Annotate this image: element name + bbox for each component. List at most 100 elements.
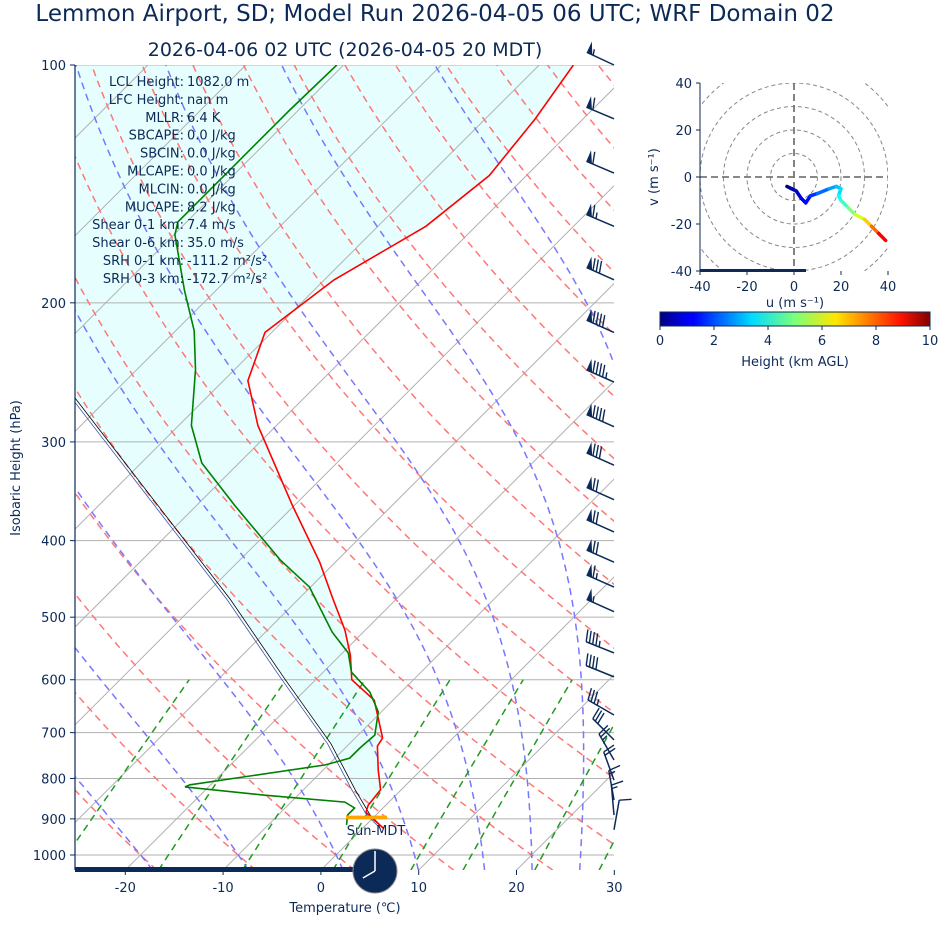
x-tick-label: 0	[317, 881, 325, 896]
hodograph-x-tick-label: -40	[689, 280, 710, 295]
wind-barb	[586, 653, 614, 676]
figure-title: Lemmon Airport, SD; Model Run 2026-04-05…	[35, 1, 834, 27]
dry-adiabat-line	[801, 65, 938, 870]
stat-value: 0.0 J/kg	[187, 165, 236, 180]
colorbar-tick-label: 0	[656, 334, 664, 349]
barb-full	[599, 446, 601, 458]
wind-barb	[587, 477, 614, 500]
height-colorbar	[660, 312, 930, 326]
wind-barb	[587, 564, 614, 587]
wind-barb	[587, 309, 614, 332]
barb-full	[591, 690, 594, 702]
y-tick-label: 1000	[33, 849, 66, 864]
hodograph-y-tick-label: 0	[684, 171, 692, 186]
stat-label: MLCIN:	[139, 182, 184, 197]
barb-full	[593, 361, 595, 373]
y-tick-label: 700	[41, 727, 66, 742]
barb-full	[596, 407, 598, 419]
clock-icon	[353, 849, 397, 893]
barb-full	[599, 261, 601, 273]
mixing-ratio-line	[599, 680, 699, 870]
stat-label: LFC Height:	[109, 93, 184, 108]
stat-label: SBCAPE:	[129, 129, 184, 144]
y-tick-label: 300	[41, 436, 66, 451]
barb-full	[619, 799, 631, 800]
barb-full	[596, 512, 598, 524]
barb-full	[596, 362, 598, 374]
barb-full	[589, 655, 591, 667]
mixing-ratio-line	[159, 680, 286, 870]
x-tick-label: 20	[508, 881, 525, 896]
y-tick-label: 600	[41, 674, 66, 689]
stat-value: 0.0 J/kg	[187, 182, 236, 197]
isotherm-line	[419, 65, 938, 870]
barb-half	[599, 641, 600, 647]
hodograph-segment	[879, 233, 886, 240]
y-tick-label: 500	[41, 611, 66, 626]
wind-barb	[587, 509, 614, 532]
hodograph-x-tick-label: 40	[880, 280, 897, 295]
stat-value: 35.0 m/s	[187, 236, 244, 251]
stat-label: MLCAPE:	[127, 165, 184, 180]
barb-full	[593, 444, 595, 456]
barb-full	[596, 657, 598, 669]
barb-full	[596, 633, 598, 645]
y-tick-label: 400	[41, 535, 66, 550]
barb-half	[596, 213, 597, 219]
dry-adiabat-line	[700, 65, 938, 870]
barb-full	[586, 653, 588, 665]
colorbar-tick-label: 2	[710, 334, 718, 349]
hodograph-y-label: v (m s⁻¹)	[647, 148, 662, 206]
barb-full	[593, 152, 595, 164]
barb-half	[596, 573, 597, 579]
wind-barb	[586, 150, 614, 173]
barb-full	[596, 542, 598, 554]
hodograph-y-tick-label: 20	[675, 124, 692, 139]
stat-value: 0.0 J/kg	[187, 129, 236, 144]
wind-barb	[586, 630, 614, 653]
wind-barb	[587, 442, 614, 465]
wind-barb	[614, 799, 632, 829]
hodograph-x-tick-label: -20	[736, 280, 757, 295]
wind-barb	[586, 203, 614, 226]
isotherm-line	[614, 65, 938, 870]
barb-full	[596, 260, 598, 272]
y-tick-label: 800	[41, 772, 66, 787]
stat-label: MLLR:	[145, 111, 184, 126]
barb-full	[599, 363, 601, 375]
stat-value: -111.2 m²/s²	[187, 254, 267, 269]
hodograph-segment	[818, 189, 830, 194]
barb-full	[589, 631, 591, 643]
barb-full	[603, 365, 605, 377]
barb-flag	[586, 203, 592, 216]
mixing-ratio-line	[535, 680, 640, 870]
stat-value: 6.4 K	[187, 111, 221, 126]
barb-staff	[586, 161, 614, 173]
dry-adiabat-line	[548, 65, 938, 870]
stat-value: nan m	[187, 93, 228, 108]
wind-barb	[587, 404, 614, 427]
hodograph-x-label: u (m s⁻¹)	[766, 296, 824, 311]
stat-value: 8.2 J/kg	[187, 200, 236, 215]
x-tick-label: 30	[606, 881, 623, 896]
figure-subtitle: 2026-04-06 02 UTC (2026-04-05 20 MDT)	[148, 39, 543, 61]
barb-full	[593, 632, 595, 644]
stat-value: -172.7 m²/s²	[187, 272, 267, 287]
colorbar-tick-label: 8	[872, 334, 880, 349]
barb-staff	[586, 215, 614, 227]
x-axis-label: Temperature (℃)	[288, 901, 400, 916]
wind-barb	[587, 359, 614, 382]
stat-label: MUCAPE:	[125, 200, 184, 215]
barb-full	[593, 258, 595, 270]
y-tick-label: 900	[41, 813, 66, 828]
y-axis-label: Isobaric Height (hPa)	[9, 400, 24, 536]
stat-value: 1082.0 m	[187, 75, 249, 90]
barb-staff	[586, 666, 614, 677]
hodograph-x-tick-label: 20	[833, 280, 850, 295]
barb-full	[593, 541, 595, 553]
wind-barb	[586, 96, 614, 119]
time-progress-bar	[75, 867, 355, 872]
barb-full	[609, 765, 620, 770]
